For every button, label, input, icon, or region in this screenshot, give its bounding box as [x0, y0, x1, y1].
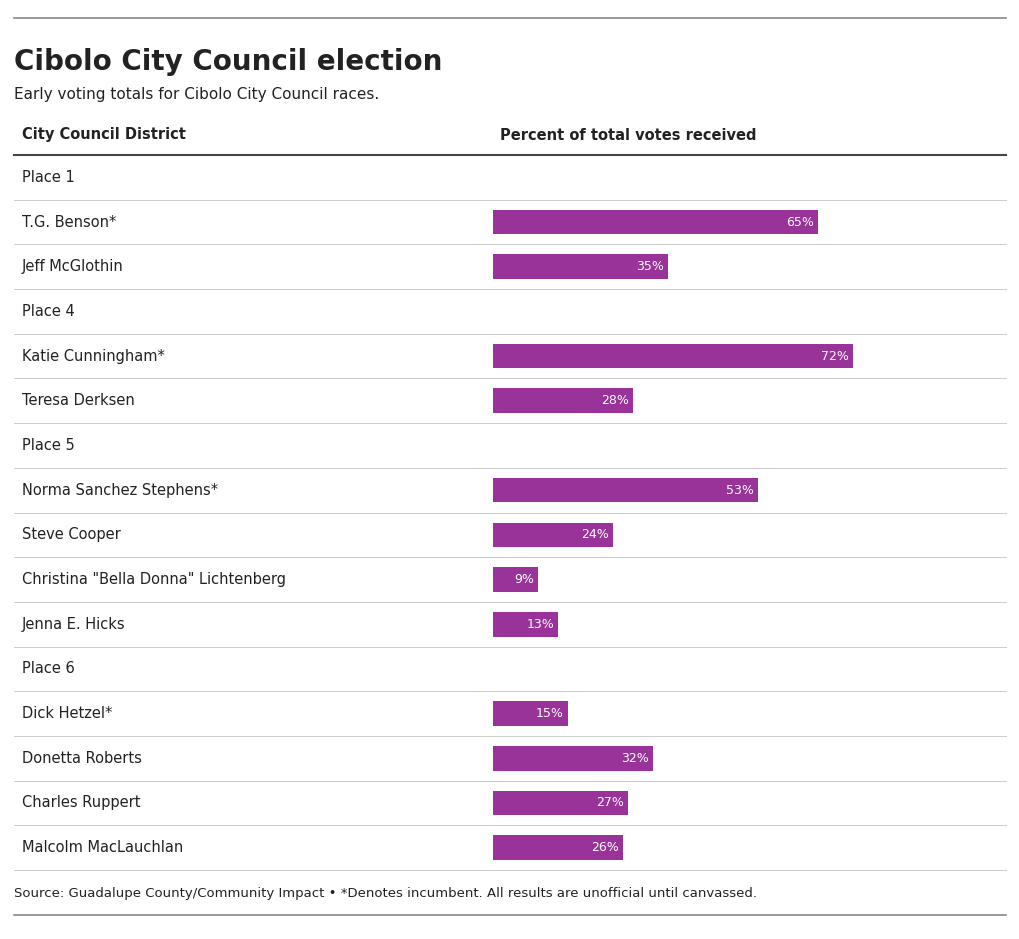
Text: T.G. Benson*: T.G. Benson* — [22, 214, 116, 229]
Text: Jeff McGlothin: Jeff McGlothin — [22, 259, 123, 274]
Text: 24%: 24% — [581, 529, 608, 542]
Text: Place 4: Place 4 — [22, 304, 74, 319]
Text: 65%: 65% — [786, 216, 813, 228]
Text: Source: Guadalupe County/Community Impact • *Denotes incumbent. All results are : Source: Guadalupe County/Community Impac… — [14, 886, 756, 900]
Text: Place 6: Place 6 — [22, 661, 74, 676]
Text: Cibolo City Council election: Cibolo City Council election — [14, 48, 442, 76]
Bar — [492, 344, 852, 368]
Text: 13%: 13% — [526, 618, 553, 631]
Text: 32%: 32% — [621, 752, 648, 764]
Text: Katie Cunningham*: Katie Cunningham* — [22, 348, 165, 363]
Text: Dick Hetzel*: Dick Hetzel* — [22, 706, 112, 721]
Text: Percent of total votes received: Percent of total votes received — [499, 128, 756, 143]
Bar — [492, 791, 628, 815]
Text: Early voting totals for Cibolo City Council races.: Early voting totals for Cibolo City Coun… — [14, 87, 379, 102]
Text: Teresa Derksen: Teresa Derksen — [22, 393, 135, 408]
Text: Place 5: Place 5 — [22, 438, 74, 453]
Text: Malcolm MacLauchlan: Malcolm MacLauchlan — [22, 840, 183, 855]
Bar — [492, 478, 757, 502]
Text: 9%: 9% — [514, 573, 534, 586]
Text: Place 1: Place 1 — [22, 170, 74, 185]
Bar — [492, 389, 633, 413]
Bar — [492, 746, 652, 771]
Text: 28%: 28% — [600, 394, 629, 408]
Text: 53%: 53% — [726, 484, 753, 497]
Bar — [492, 701, 568, 726]
Text: Christina "Bella Donna" Lichtenberg: Christina "Bella Donna" Lichtenberg — [22, 572, 285, 587]
Text: Donetta Roberts: Donetta Roberts — [22, 751, 142, 766]
Bar — [492, 209, 817, 235]
Bar — [492, 523, 612, 547]
Text: Charles Ruppert: Charles Ruppert — [22, 795, 141, 810]
Bar — [492, 836, 623, 860]
Text: Steve Cooper: Steve Cooper — [22, 528, 120, 543]
Text: Norma Sanchez Stephens*: Norma Sanchez Stephens* — [22, 483, 218, 498]
Text: City Council District: City Council District — [22, 128, 185, 143]
Text: 35%: 35% — [636, 260, 663, 273]
Text: 72%: 72% — [820, 349, 848, 362]
Bar — [492, 567, 537, 592]
Text: 27%: 27% — [595, 796, 624, 809]
Text: Jenna E. Hicks: Jenna E. Hicks — [22, 617, 125, 632]
Text: 15%: 15% — [536, 707, 564, 720]
Bar — [492, 612, 557, 637]
Text: 26%: 26% — [591, 841, 619, 854]
Bar — [492, 254, 667, 279]
